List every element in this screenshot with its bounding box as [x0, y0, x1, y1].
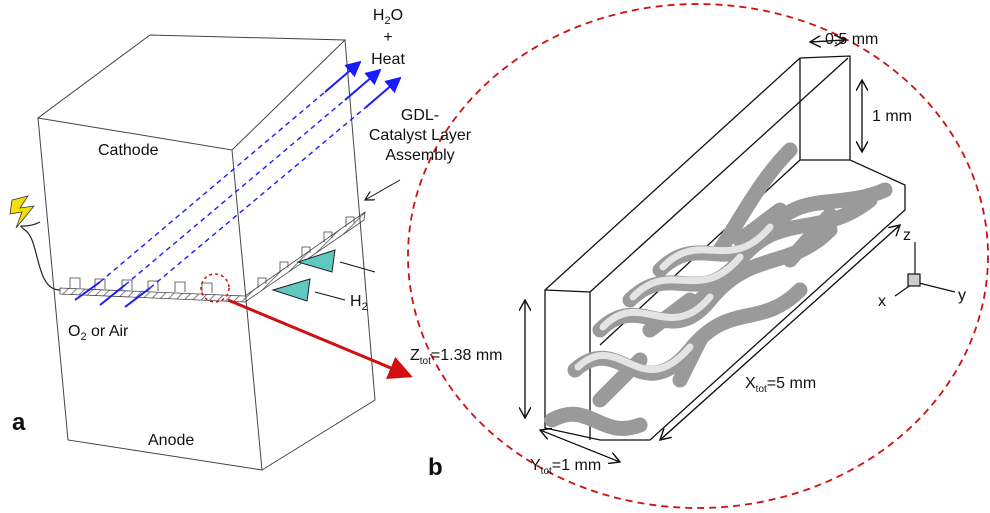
axis-z: z	[903, 227, 911, 244]
xtot-label: Xtot=5 mm	[745, 375, 816, 395]
oxidant-flow	[75, 62, 400, 307]
gdl-pointer	[365, 180, 400, 200]
zoom-arrow	[228, 300, 410, 376]
panel-label: a	[12, 409, 26, 436]
gdl-label: Catalyst Layer	[369, 127, 472, 144]
product-plus: +	[383, 29, 392, 46]
fuel-label: H2	[350, 293, 368, 313]
fiber-network	[552, 150, 885, 428]
lightning-icon	[10, 196, 34, 228]
axis-y: y	[958, 287, 966, 304]
axis-x: x	[878, 293, 886, 310]
figure: H2O + Heat Cathode Anode GDL- Catalyst L…	[0, 0, 990, 513]
product-heat: Heat	[371, 51, 405, 68]
ytot-label: Ytot=1 mm	[530, 457, 601, 477]
anode-label: Anode	[148, 432, 194, 449]
gdl-label: Assembly	[385, 147, 454, 164]
oxidant-label: O2 or Air	[68, 323, 129, 343]
panel-label: b	[428, 454, 443, 481]
product-label: H2O	[373, 7, 403, 27]
width-label: 0.5 mm	[825, 31, 878, 48]
height-label: 1 mm	[872, 108, 912, 125]
axis-triad	[895, 242, 955, 296]
cathode-label: Cathode	[98, 142, 159, 159]
ztot-label: Ztot=1.38 mm	[410, 347, 503, 367]
gdl-label: GDL-	[401, 107, 439, 124]
